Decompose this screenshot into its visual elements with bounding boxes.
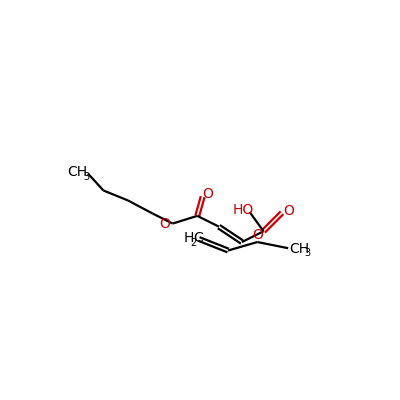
Text: O: O [203,186,214,200]
Text: 3: 3 [304,248,310,258]
Text: 2: 2 [190,238,196,248]
Text: O: O [284,204,294,218]
Text: C: C [193,231,203,245]
Text: O: O [252,228,263,242]
Text: H: H [184,231,194,245]
Text: CH: CH [67,165,87,179]
Text: 3: 3 [83,172,90,182]
Text: O: O [160,217,170,231]
Text: CH: CH [289,242,309,256]
Text: HO: HO [233,204,254,218]
